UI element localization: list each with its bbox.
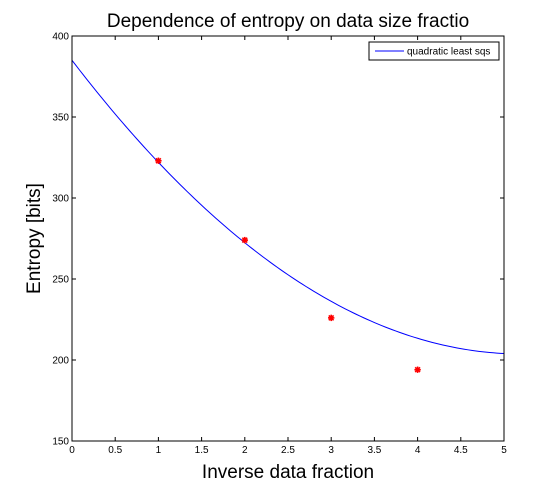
legend: quadratic least sqs <box>368 41 500 61</box>
x-tick-label: 5 <box>501 445 507 456</box>
x-tick-label: 3.5 <box>367 445 381 456</box>
x-axis-label: Inverse data fraction <box>202 462 374 483</box>
y-axis-ticks: 150 200 250 300 350 400 <box>52 32 504 448</box>
chart-title: Dependence of entropy on data size fract… <box>107 11 469 32</box>
legend-label-quadratic-least-sqs: quadratic least sqs <box>407 47 490 58</box>
y-tick-label: 200 <box>52 356 69 367</box>
series-line-quadratic-least-sqs <box>71 59 505 355</box>
y-tick-label: 400 <box>52 32 69 43</box>
legend-box <box>368 41 500 61</box>
x-axis-ticks: 0 0.5 1 1.5 2 2.5 3 3.5 4 4.5 5 <box>69 36 507 456</box>
plot-background <box>72 36 504 441</box>
x-tick-label: 1.5 <box>195 445 209 456</box>
x-tick-label: 0.5 <box>108 445 122 456</box>
y-tick-label: 150 <box>52 437 69 448</box>
data-point-marker <box>241 236 248 244</box>
marker-layer <box>155 157 421 373</box>
x-tick-label: 4 <box>415 445 421 456</box>
data-point-marker <box>328 314 335 322</box>
x-tick-label: 1 <box>156 445 162 456</box>
x-tick-label: 4.5 <box>454 445 468 456</box>
y-tick-label: 300 <box>52 194 69 205</box>
data-point-marker <box>155 157 162 164</box>
curve-layer <box>71 59 505 355</box>
x-tick-label: 2 <box>242 445 248 456</box>
x-tick-label: 3 <box>328 445 334 456</box>
x-tick-label: 2.5 <box>281 445 295 456</box>
y-tick-label: 250 <box>52 275 69 286</box>
x-tick-label: 0 <box>69 445 75 456</box>
y-tick-label: 350 <box>52 113 69 124</box>
y-axis-label: Entropy [bits] <box>24 183 45 294</box>
data-point-marker <box>414 366 421 373</box>
